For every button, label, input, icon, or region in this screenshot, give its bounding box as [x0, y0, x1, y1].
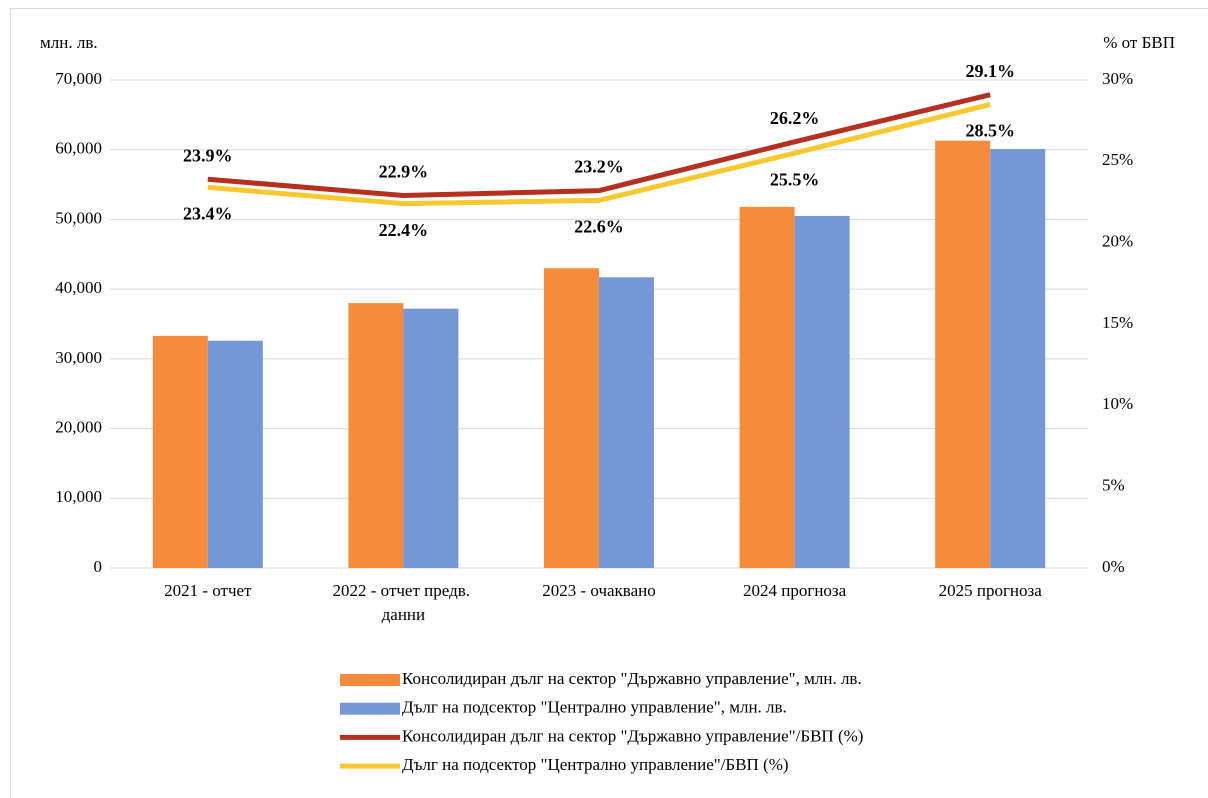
bar [599, 277, 654, 568]
data-label: 23.4% [183, 203, 233, 223]
x-tick-label: 2025 прогноза [939, 581, 1043, 600]
legend-label: Консолидиран дълг на сектор "Държавно уп… [402, 726, 863, 745]
y-tick-label: 20,000 [55, 417, 102, 436]
legend-label: Дълг на подсектор "Централно управление"… [402, 755, 789, 774]
bar [739, 206, 795, 568]
bar [152, 335, 208, 568]
y2-tick-label: 20% [1102, 232, 1133, 251]
chart-frame [10, 8, 1208, 798]
data-label: 23.2% [574, 157, 624, 177]
bar [544, 268, 599, 568]
line [207, 92, 991, 198]
line [207, 101, 991, 207]
x-tick-label: 2023 - очаквано [542, 581, 656, 600]
y-tick-label: 60,000 [55, 139, 102, 158]
y-tick-label: 70,000 [55, 69, 102, 88]
data-label: 22.4% [379, 220, 429, 240]
bar [794, 215, 850, 568]
data-label: 28.5% [965, 121, 1015, 141]
y-axis-title: млн. лв. [40, 33, 98, 52]
y2-tick-label: 10% [1102, 394, 1133, 413]
bar [990, 149, 1046, 568]
y-tick-label: 30,000 [55, 348, 102, 367]
data-label: 22.6% [574, 216, 624, 236]
y-tick-label: 40,000 [55, 278, 102, 297]
data-label: 26.2% [770, 108, 820, 128]
legend-label: Консолидиран дълг на сектор "Държавно уп… [402, 669, 862, 688]
x-tick-label: 2024 прогноза [743, 581, 847, 600]
y2-tick-label: 0% [1102, 557, 1125, 576]
legend-label: Дълг на подсектор "Централно управление"… [402, 698, 787, 717]
y2-tick-label: 25% [1102, 150, 1133, 169]
legend-swatch [340, 674, 400, 686]
data-label: 29.1% [965, 61, 1015, 81]
y-tick-label: 10,000 [55, 487, 102, 506]
y2-tick-label: 15% [1102, 313, 1133, 332]
y-tick-label: 0 [94, 557, 103, 576]
legend-swatch [340, 702, 400, 715]
bar [403, 308, 459, 568]
data-label: 22.9% [379, 162, 429, 182]
x-tick-label: 2021 - отчет [164, 581, 252, 600]
y2-tick-label: 5% [1102, 476, 1125, 495]
bar [348, 303, 404, 568]
x-tick-label: 2022 - отчет предв. данни [333, 581, 475, 624]
bar [207, 340, 263, 568]
y2-axis-title: % от БВП [1103, 33, 1175, 52]
data-label: 23.9% [183, 145, 233, 165]
y-tick-label: 50,000 [55, 208, 102, 227]
y2-tick-label: 30% [1102, 69, 1133, 88]
bar [935, 140, 991, 568]
data-label: 25.5% [770, 169, 820, 189]
